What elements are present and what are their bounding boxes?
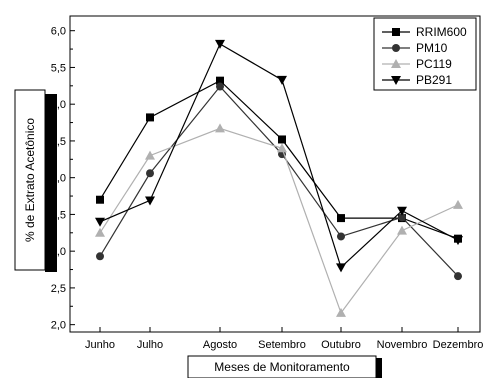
series-layer [95, 39, 463, 317]
data-point-pb291 [277, 75, 287, 85]
xlabel-shadow [376, 358, 382, 378]
data-point-pm10 [398, 213, 406, 222]
data-point-pb291 [95, 217, 105, 227]
data-point-pb291 [397, 206, 407, 216]
y-axis: 2,0 2,5 3,0 3,5 4,0 4,5 5,0 5,5 6,0 [51, 26, 75, 332]
legend-marker-pm10 [392, 44, 400, 52]
series-pc119 [95, 123, 463, 317]
data-point-pm10 [96, 252, 104, 261]
legend: RRIM600 PM10 PC119 PB291 [373, 17, 477, 91]
legend-label-rrim600: RRIM600 [416, 25, 467, 39]
plot-frame [69, 15, 481, 333]
x-axis-title: Meses de Monitoramento [214, 360, 350, 374]
data-point-pc119 [277, 143, 287, 153]
data-point-pm10 [216, 82, 224, 91]
data-point-pc119 [95, 227, 105, 237]
data-point-rrim600 [216, 76, 224, 85]
ylabel-shadow [45, 94, 57, 272]
data-point-pb291 [215, 39, 225, 49]
legend-label-pc119: PC119 [416, 57, 452, 71]
data-point-pb291 [336, 263, 346, 273]
data-point-pc119 [215, 123, 225, 133]
data-point-pm10 [146, 169, 154, 178]
x-tick-label: Agosto [203, 339, 237, 351]
data-point-pc119 [453, 199, 463, 209]
series-pm10 [96, 82, 462, 281]
x-tick-label: Setembro [258, 339, 306, 351]
y-tick-label: 2,0 [51, 320, 66, 332]
y-tick-label: 4,5 [51, 136, 66, 148]
data-point-rrim600 [337, 214, 345, 223]
legend-marker-rrim600 [392, 28, 400, 36]
data-point-pm10 [337, 232, 345, 241]
data-point-pc119 [336, 307, 346, 317]
x-tick-label: Outubro [321, 339, 361, 351]
xlabel-box [187, 355, 377, 378]
x-tick-label: Julho [137, 339, 163, 351]
legend-marker-pc119 [391, 59, 401, 68]
series-pb291 [95, 39, 463, 273]
x-tick-label: Dezembro [433, 339, 484, 351]
data-point-pb291 [453, 236, 463, 246]
legend-box [373, 17, 477, 91]
y-tick-label: 2,5 [51, 283, 66, 295]
y-tick-label: 3,5 [51, 209, 66, 221]
y-tick-label: 3,0 [51, 246, 66, 258]
data-point-pb291 [145, 196, 155, 206]
x-axis: Junho Julho Agosto Setembro Outubro Novembro D… [85, 327, 483, 351]
x-tick-label: Junho [85, 339, 115, 351]
series-rrim600 [96, 76, 462, 243]
data-point-pc119 [145, 150, 155, 160]
ylabel-box [14, 89, 46, 271]
data-point-pc119 [397, 225, 407, 235]
y-tick-label: 4,0 [51, 173, 66, 185]
x-tick-label: Novembro [377, 339, 428, 351]
data-point-rrim600 [96, 195, 104, 204]
y-tick-label: 5,5 [51, 62, 66, 74]
y-tick-label: 6,0 [51, 26, 66, 38]
legend-marker-pb291 [391, 76, 401, 85]
data-point-rrim600 [146, 113, 154, 122]
y-tick-label: 5,0 [51, 99, 66, 111]
y-axis-title: % de Extrato Acetônico [23, 118, 37, 242]
data-point-rrim600 [278, 135, 286, 144]
legend-label-pm10: PM10 [416, 41, 448, 55]
data-point-pm10 [454, 272, 462, 281]
legend-label-pb291: PB291 [416, 73, 452, 87]
